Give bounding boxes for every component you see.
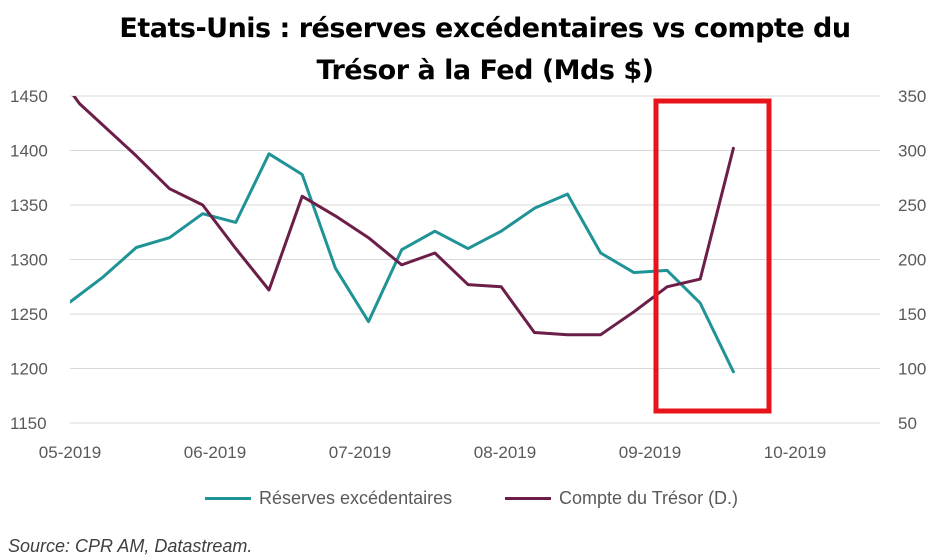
- x-tick-label: 10-2019: [764, 443, 826, 462]
- right-axis-ticks: 350 300 250 200 150 100 50: [898, 87, 926, 433]
- left-tick-label: 1350: [10, 196, 48, 215]
- highlight-box: [653, 98, 772, 414]
- x-axis-ticks: 05-2019 06-2019 07-2019 08-2019 09-2019 10-20…: [39, 443, 826, 462]
- legend-item-reserves: Réserves excédentaires: [205, 488, 452, 509]
- x-tick-label: 05-2019: [39, 443, 101, 462]
- x-tick-label: 07-2019: [329, 443, 391, 462]
- series-lines: [70, 96, 735, 374]
- right-tick-label: 200: [898, 251, 926, 270]
- legend-item-tresor: Compte du Trésor (D.): [505, 488, 738, 509]
- title-line-2: Trésor à la Fed (Mds $): [316, 55, 654, 86]
- x-tick-label: 09-2019: [619, 443, 681, 462]
- highlight-rectangle: [653, 98, 772, 414]
- legend-swatch-reserves: [205, 497, 251, 500]
- left-tick-label: 1250: [10, 305, 48, 324]
- series-line-reserves: [70, 152, 735, 374]
- legend-label-reserves: Réserves excédentaires: [259, 488, 453, 508]
- series-line-tresor: [72, 96, 735, 337]
- x-tick-label: 06-2019: [184, 443, 246, 462]
- left-tick-label: 1400: [10, 142, 48, 161]
- chart-title: Etats-Unis : réserves excédentaires vs c…: [0, 8, 940, 92]
- right-tick-label: 150: [898, 305, 926, 324]
- left-axis-ticks: 1450 1400 1350 1300 1250 1200 1150: [10, 87, 48, 433]
- right-tick-label: 250: [898, 196, 926, 215]
- legend: Réserves excédentaires Compte du Trésor …: [0, 488, 940, 518]
- right-tick-label: 50: [898, 414, 917, 433]
- legend-swatch-tresor: [505, 497, 551, 500]
- source-note: Source: CPR AM, Datastream.: [8, 536, 253, 556]
- x-tick-label: 08-2019: [474, 443, 536, 462]
- gridlines: [70, 95, 880, 424]
- left-tick-label: 1150: [10, 414, 47, 433]
- legend-label-tresor: Compte du Trésor (D.): [559, 488, 739, 508]
- title-line-1: Etats-Unis : réserves excédentaires vs c…: [119, 13, 851, 44]
- left-tick-label: 1200: [10, 360, 48, 379]
- right-tick-label: 300: [898, 142, 926, 161]
- left-tick-label: 1300: [10, 251, 48, 270]
- left-tick-label: 1450: [10, 87, 48, 106]
- right-tick-label: 100: [898, 360, 926, 379]
- right-tick-label: 350: [898, 87, 926, 106]
